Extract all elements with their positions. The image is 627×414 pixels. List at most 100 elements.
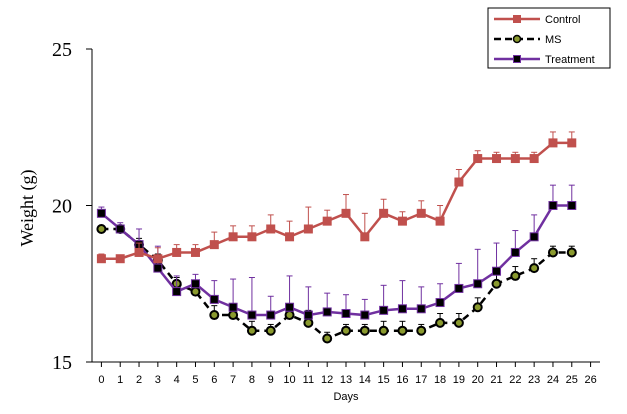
- data-point: [473, 279, 483, 289]
- series-treatment: [96, 184, 577, 320]
- data-point: [303, 317, 314, 328]
- x-tick-label: 18: [434, 374, 446, 386]
- x-tick-label: 5: [192, 374, 198, 386]
- series-line: [101, 141, 572, 261]
- legend-label: Treatment: [545, 54, 595, 66]
- x-tick-label: 14: [359, 374, 371, 386]
- legend-marker: [512, 34, 522, 44]
- x-tick-label: 8: [249, 374, 255, 386]
- data-point: [247, 310, 257, 320]
- data-point: [416, 325, 427, 336]
- x-tick-label: 17: [415, 374, 427, 386]
- data-point: [153, 254, 163, 264]
- data-point: [435, 216, 445, 226]
- data-point: [96, 223, 107, 234]
- legend-marker: [513, 15, 521, 23]
- data-point: [548, 201, 558, 210]
- data-point: [510, 154, 520, 164]
- x-tick-label: 6: [211, 374, 217, 386]
- x-tick-label: 2: [136, 374, 142, 386]
- data-point: [228, 310, 239, 321]
- data-point: [548, 138, 558, 148]
- x-tick-label: 10: [283, 374, 295, 386]
- data-point: [265, 325, 276, 336]
- data-point: [360, 232, 370, 242]
- data-point: [454, 177, 464, 187]
- x-tick-label: 24: [547, 374, 559, 386]
- data-point: [567, 201, 577, 210]
- data-point: [285, 232, 295, 242]
- data-point: [435, 317, 446, 328]
- data-point: [190, 279, 200, 289]
- data-point: [341, 208, 351, 218]
- x-tick-label: 11: [303, 374, 314, 386]
- data-point: [529, 263, 540, 274]
- x-tick-label: 7: [230, 374, 236, 386]
- legend: Control MS Treatment: [487, 7, 611, 69]
- data-point: [190, 247, 200, 257]
- data-point: [510, 270, 521, 281]
- data-point: [435, 298, 445, 308]
- series-ms: [96, 223, 577, 344]
- data-point: [96, 208, 106, 218]
- x-tick-label: 4: [174, 374, 180, 386]
- data-point: [397, 325, 408, 336]
- data-point: [510, 247, 520, 257]
- data-point: [341, 325, 351, 336]
- data-point: [379, 305, 389, 315]
- legend-label: MS: [545, 34, 562, 46]
- data-point: [96, 254, 106, 264]
- data-point: [284, 310, 295, 321]
- data-point: [153, 263, 163, 273]
- data-point: [416, 304, 426, 314]
- x-tick-label: 13: [340, 374, 352, 386]
- data-point: [379, 208, 389, 218]
- data-point: [529, 232, 539, 242]
- y-tick-label: 25: [52, 39, 72, 61]
- data-point: [322, 216, 332, 226]
- data-point: [172, 247, 182, 257]
- data-point: [115, 224, 125, 234]
- y-tick-label: 15: [52, 352, 72, 374]
- x-tick-label: 22: [509, 374, 521, 386]
- data-point: [567, 138, 577, 148]
- x-tick-label: 16: [396, 374, 408, 386]
- legend-item-control: Control: [494, 14, 580, 26]
- data-point: [134, 247, 144, 257]
- data-point: [247, 232, 257, 242]
- data-point: [172, 287, 182, 297]
- data-point: [472, 302, 483, 313]
- y-axis-label: Weight (g): [17, 169, 38, 246]
- data-point: [228, 232, 238, 242]
- x-tick-label: 19: [453, 374, 465, 386]
- x-tick-label: 1: [117, 374, 123, 386]
- series-line: [100, 204, 572, 317]
- data-point: [473, 154, 483, 164]
- data-point: [453, 317, 464, 328]
- data-point: [322, 307, 332, 317]
- x-tick-label: 15: [378, 374, 390, 386]
- data-point: [416, 208, 426, 218]
- x-tick-label: 3: [155, 374, 161, 386]
- data-point: [303, 224, 313, 234]
- x-tick-label: 12: [321, 374, 333, 386]
- data-point: [246, 325, 257, 336]
- data-point: [285, 302, 295, 312]
- data-point: [228, 302, 238, 312]
- data-point: [359, 325, 370, 336]
- x-axis-label: Days: [333, 391, 359, 403]
- x-tick-label: 26: [584, 374, 596, 386]
- data-point: [397, 304, 407, 314]
- data-point: [491, 278, 502, 289]
- legend-item-ms: MS: [494, 34, 562, 46]
- data-point: [266, 224, 276, 234]
- legend-item-treatment: Treatment: [494, 54, 595, 66]
- data-point: [341, 308, 351, 318]
- x-tick-label: 20: [472, 374, 484, 386]
- data-point: [397, 216, 407, 226]
- legend-marker: [513, 55, 521, 63]
- series-layer: [96, 131, 577, 344]
- data-point: [115, 254, 125, 264]
